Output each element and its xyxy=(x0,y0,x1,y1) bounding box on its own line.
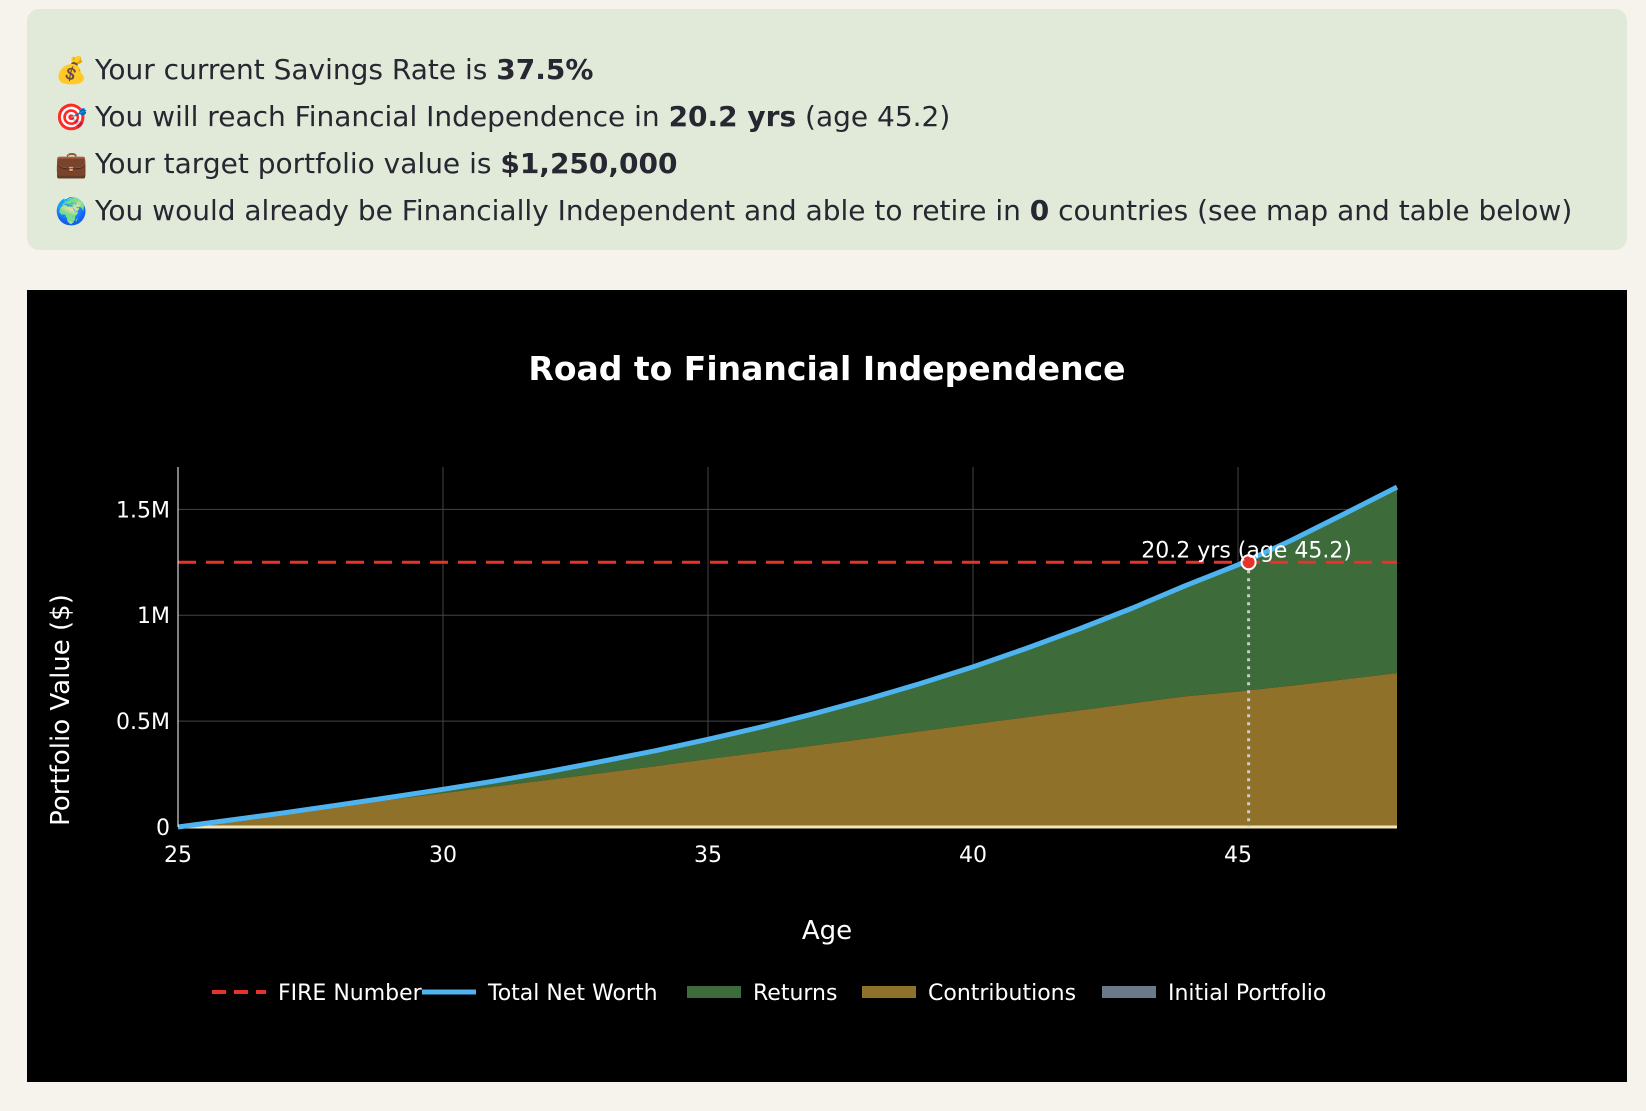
savings-rate-value: 37.5% xyxy=(496,53,594,86)
fi-point-label: 20.2 yrs (age 45.2) xyxy=(1141,538,1352,563)
x-tick-label: 25 xyxy=(164,843,192,868)
target-icon: 🎯 xyxy=(55,103,88,133)
globe-icon: 🌍 xyxy=(55,197,88,227)
chart-title: Road to Financial Independence xyxy=(528,349,1125,388)
target-portfolio-line: 💼 Your target portfolio value is $1,250,0… xyxy=(55,141,1627,188)
fi-time-suffix: (age 45.2) xyxy=(796,100,951,133)
annotation-layer: 20.2 yrs (age 45.2) xyxy=(1141,538,1352,827)
legend-swatch xyxy=(862,986,916,998)
x-tick-label: 40 xyxy=(959,843,987,868)
x-tick-label: 35 xyxy=(694,843,722,868)
chart-panel: Road to Financial Independence 25 30 35 40 4… xyxy=(27,290,1627,1082)
y-tick-label: 0 xyxy=(156,816,170,841)
area-layer xyxy=(178,487,1397,827)
y-tick-label: 1M xyxy=(137,604,170,629)
legend-item: Contributions xyxy=(862,981,1076,1006)
briefcase-icon: 💼 xyxy=(55,150,88,180)
fi-chart: Road to Financial Independence 25 30 35 40 4… xyxy=(46,349,1399,1006)
legend-item: FIRE Number xyxy=(212,981,423,1006)
legend-swatch xyxy=(687,986,741,998)
legend-item: Total Net Worth xyxy=(422,981,658,1006)
legend-item: Returns xyxy=(687,981,837,1006)
x-axis-label: Age xyxy=(802,916,852,946)
y-axis-label: Portfolio Value ($) xyxy=(46,594,76,826)
y-tick-label: 1.5M xyxy=(116,498,170,523)
fi-time-line: 🎯 You will reach Financial Independence i… xyxy=(55,94,1627,141)
legend-label: Contributions xyxy=(928,981,1076,1006)
fi-time-value: 20.2 yrs xyxy=(668,100,797,133)
fi-time-text: You will reach Financial Independence in xyxy=(95,100,669,133)
returns-area xyxy=(178,487,1397,827)
target-portfolio-text: Your target portfolio value is xyxy=(95,147,501,180)
legend-label: Initial Portfolio xyxy=(1168,981,1326,1006)
savings-rate-text: Your current Savings Rate is xyxy=(95,53,497,86)
line-layer xyxy=(177,484,1399,830)
countries-suffix: countries (see map and table below) xyxy=(1049,194,1573,227)
countries-text: You would already be Financially Indepen… xyxy=(95,194,1030,227)
countries-line: 🌍 You would already be Financially Indepe… xyxy=(55,188,1627,235)
target-portfolio-value: $1,250,000 xyxy=(500,147,678,180)
legend-label: Returns xyxy=(753,981,837,1006)
axes: 25 30 35 40 45 0 0.5M 1M 1.5M xyxy=(116,467,1252,868)
legend: FIRE Number Total Net Worth Returns Contrib… xyxy=(212,981,1326,1006)
x-tick-label: 45 xyxy=(1224,843,1252,868)
x-tick-label: 30 xyxy=(429,843,457,868)
contributions-area xyxy=(178,673,1397,827)
legend-item: Initial Portfolio xyxy=(1102,981,1326,1006)
y-tick-label: 0.5M xyxy=(116,710,170,735)
countries-value: 0 xyxy=(1029,194,1050,227)
legend-swatch xyxy=(1102,986,1156,998)
legend-label: FIRE Number xyxy=(278,981,423,1006)
legend-label: Total Net Worth xyxy=(487,981,658,1006)
total-net-worth-line xyxy=(177,484,1399,830)
money-bag-icon: 💰 xyxy=(55,56,88,86)
summary-panel: 💰 Your current Savings Rate is 37.5% 🎯 You… xyxy=(27,9,1627,250)
fi-point-marker xyxy=(1240,554,1257,571)
savings-rate-line: 💰 Your current Savings Rate is 37.5% xyxy=(55,47,1627,94)
